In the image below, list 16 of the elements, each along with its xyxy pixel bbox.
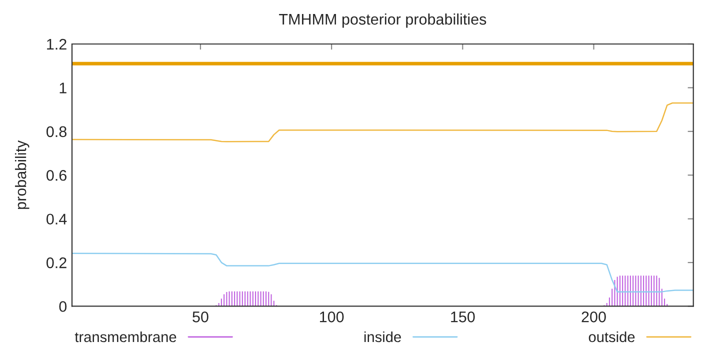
x-tick-label: 150 (451, 312, 475, 322)
x-tick-label: 50 (192, 312, 208, 322)
y-tick-label: 1 (60, 82, 66, 94)
x-tick-label: 200 (582, 312, 606, 322)
y-axis-title: probability (14, 140, 30, 209)
legend-label: outside (588, 331, 635, 342)
y-tick-label: 1.2 (47, 38, 66, 50)
y-tick-label: 0.2 (46, 257, 66, 268)
y-tick-label: 0.4 (46, 214, 67, 225)
x-tick-label: 100 (320, 312, 344, 322)
y-tick-label: 0 (59, 301, 67, 312)
y-tick-label: 0.6 (46, 170, 66, 181)
legend-label: transmembrane (74, 331, 176, 342)
y-tick-label: 0.8 (46, 126, 66, 138)
legend-label: inside (364, 331, 401, 342)
chart-title: TMHMM posterior probabilities (279, 13, 486, 28)
